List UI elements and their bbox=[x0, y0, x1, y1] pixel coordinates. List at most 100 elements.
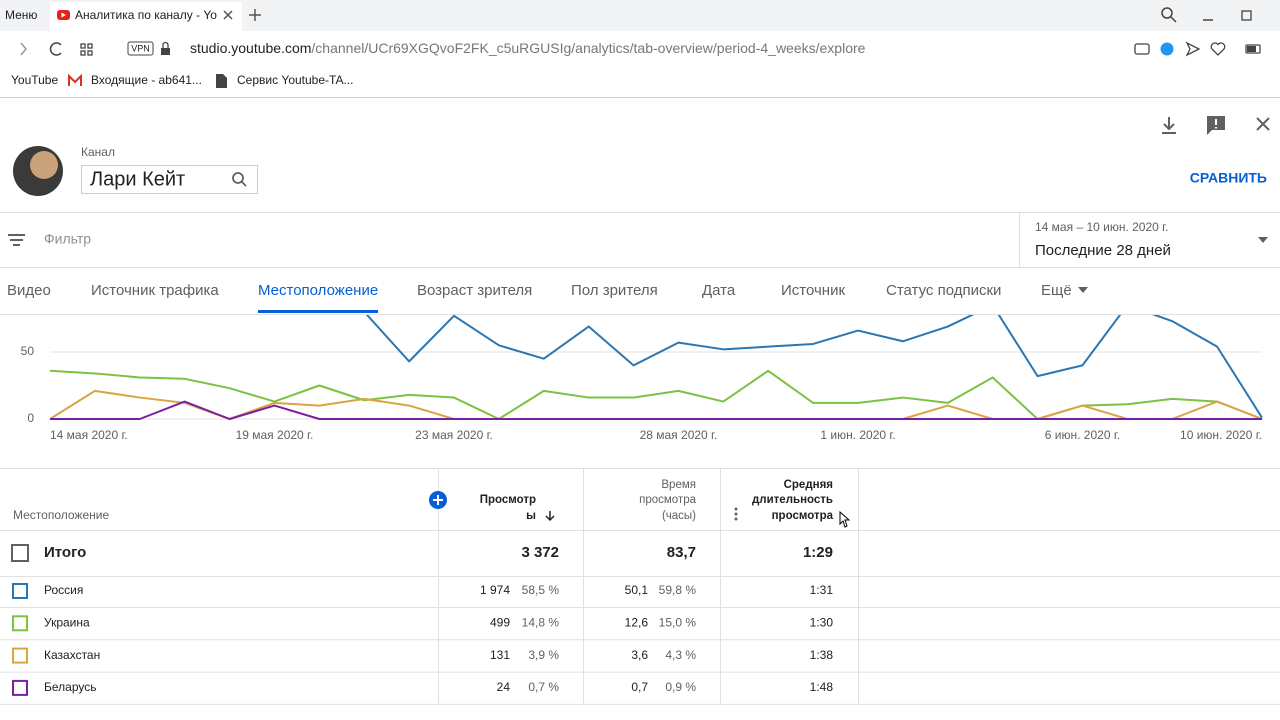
checkbox[interactable] bbox=[12, 647, 28, 664]
series-line bbox=[49, 369, 1263, 420]
y-tick-label: 0 bbox=[27, 411, 34, 425]
active-tab[interactable] bbox=[50, 2, 242, 31]
tab[interactable]: Источник трафика bbox=[91, 282, 219, 299]
column-menu[interactable] bbox=[734, 507, 738, 521]
channel-label: Канал bbox=[81, 145, 115, 159]
vpn-shield[interactable] bbox=[1160, 42, 1174, 56]
x-tick-label: 19 мая 2020 г. bbox=[236, 428, 314, 442]
restore[interactable] bbox=[1241, 10, 1252, 21]
total-label: Итого bbox=[44, 544, 86, 561]
bookmark[interactable]: Сервис Youtube-TA... bbox=[237, 73, 353, 87]
column-header: (часы) bbox=[662, 510, 696, 522]
more-arrow bbox=[1078, 287, 1088, 293]
compare-button[interactable]: СРАВНИТЬ bbox=[1190, 170, 1267, 186]
table-cell: 58,5 % bbox=[522, 583, 560, 597]
total-avg-duration: 1:29 bbox=[803, 544, 833, 561]
x-tick-label: 6 июн. 2020 г. bbox=[1045, 428, 1120, 442]
mouse-cursor bbox=[839, 510, 851, 528]
table-cell: 15,0 % bbox=[659, 615, 697, 629]
tab[interactable]: Пол зрителя bbox=[571, 282, 658, 299]
table-cell: 12,6 bbox=[625, 615, 649, 629]
date-range: 14 мая – 10 июн. 2020 г. bbox=[1035, 220, 1168, 234]
tab[interactable]: Дата bbox=[702, 282, 736, 299]
series-line bbox=[365, 315, 1263, 419]
period-select[interactable]: Последние 28 дней bbox=[1035, 242, 1171, 259]
table-cell: 3,9 % bbox=[528, 648, 559, 662]
close-analytics[interactable] bbox=[1256, 117, 1270, 131]
feedback[interactable] bbox=[1207, 116, 1225, 135]
tab[interactable]: Статус подписки bbox=[886, 282, 1001, 299]
vpn-badge[interactable] bbox=[127, 41, 154, 56]
filter-input[interactable]: Фильтр bbox=[44, 231, 91, 247]
series-line bbox=[50, 400, 1262, 420]
new-tab[interactable] bbox=[249, 9, 261, 21]
table-cell: 50,1 bbox=[625, 583, 649, 597]
x-tick-label: 23 мая 2020 г. bbox=[415, 428, 493, 442]
tab-close[interactable] bbox=[223, 10, 233, 20]
checkbox[interactable] bbox=[12, 615, 28, 632]
table: Просмотр ы Время просмотра (часы) Средняя длит… bbox=[0, 469, 1280, 705]
url-host: studio.youtube.com bbox=[190, 40, 311, 56]
x-tick-label: 14 мая 2020 г. bbox=[50, 428, 128, 442]
tab-favicon-play bbox=[61, 12, 66, 18]
column-header: просмотра bbox=[639, 494, 696, 506]
vpn-label: VPN bbox=[131, 43, 150, 53]
column-header: Средняя bbox=[784, 479, 833, 491]
sort-arrow[interactable] bbox=[545, 511, 555, 522]
table-cell: 499 bbox=[490, 615, 510, 629]
favorites[interactable] bbox=[1210, 42, 1226, 56]
gmail-icon bbox=[68, 73, 82, 86]
url-path: /channel/UCr69XGQvoF2FK_c5uRGUSIg/analyt… bbox=[311, 40, 865, 56]
tab-more[interactable]: Ещё bbox=[1041, 282, 1072, 299]
tab-bar: Видео Источник трафика Местоположение Возра… bbox=[7, 282, 1001, 299]
table-cell: 0,7 bbox=[631, 680, 648, 694]
tab[interactable]: Местоположение bbox=[258, 282, 378, 299]
checkbox[interactable] bbox=[11, 544, 29, 562]
active-tab-indicator bbox=[258, 310, 378, 313]
snapshot[interactable] bbox=[1134, 43, 1150, 55]
menu-button[interactable]: Меню bbox=[5, 8, 37, 22]
table-cell: 3,6 bbox=[631, 648, 648, 662]
download[interactable] bbox=[1162, 117, 1176, 134]
period-dropdown[interactable] bbox=[1258, 237, 1268, 243]
total-watch-time: 83,7 bbox=[667, 544, 696, 561]
column-header: Время bbox=[661, 479, 696, 491]
table-cell: 131 bbox=[490, 648, 510, 662]
url[interactable]: studio.youtube.com/channel/UCr69XGQvoF2F… bbox=[190, 40, 866, 56]
search-tabs-handle bbox=[1170, 16, 1177, 23]
table-cell: 1 974 bbox=[480, 583, 510, 597]
total-views: 3 372 bbox=[521, 544, 559, 561]
tab[interactable]: Источник bbox=[781, 282, 845, 299]
channel-name: Лари Кейт bbox=[90, 168, 185, 190]
channel-search-handle bbox=[241, 181, 247, 187]
bookmark[interactable]: Входящие - ab641... bbox=[91, 73, 202, 87]
checkbox[interactable] bbox=[12, 679, 28, 696]
send[interactable] bbox=[1185, 41, 1201, 57]
reload[interactable] bbox=[49, 42, 62, 56]
table-cell: 4,3 % bbox=[665, 648, 696, 662]
table-cell: 24 bbox=[497, 680, 511, 694]
location-name: Беларусь bbox=[44, 680, 96, 694]
channel-search[interactable] bbox=[232, 172, 244, 184]
column-header: ы bbox=[526, 510, 536, 522]
speed-dial[interactable] bbox=[80, 43, 93, 56]
forward[interactable] bbox=[20, 42, 27, 56]
channel-input[interactable] bbox=[81, 165, 258, 194]
column-header: Просмотр bbox=[480, 494, 536, 506]
table-cell: 1:48 bbox=[810, 680, 834, 694]
doc-icon bbox=[216, 74, 227, 88]
avatar-highlight bbox=[30, 151, 58, 179]
lock-icon bbox=[161, 48, 170, 55]
battery[interactable] bbox=[1245, 44, 1261, 54]
filter-icon[interactable] bbox=[8, 234, 25, 246]
column-header: Местоположение bbox=[13, 508, 109, 522]
tab[interactable]: Возраст зрителя bbox=[417, 282, 532, 299]
bookmark[interactable]: YouTube bbox=[11, 73, 58, 87]
checkbox[interactable] bbox=[12, 583, 28, 599]
y-tick-label: 50 bbox=[21, 344, 35, 358]
lock-shackle bbox=[162, 41, 169, 48]
tab[interactable]: Видео bbox=[7, 282, 51, 299]
search-tabs[interactable] bbox=[1161, 7, 1173, 19]
table-cell: 14,8 % bbox=[522, 615, 560, 629]
